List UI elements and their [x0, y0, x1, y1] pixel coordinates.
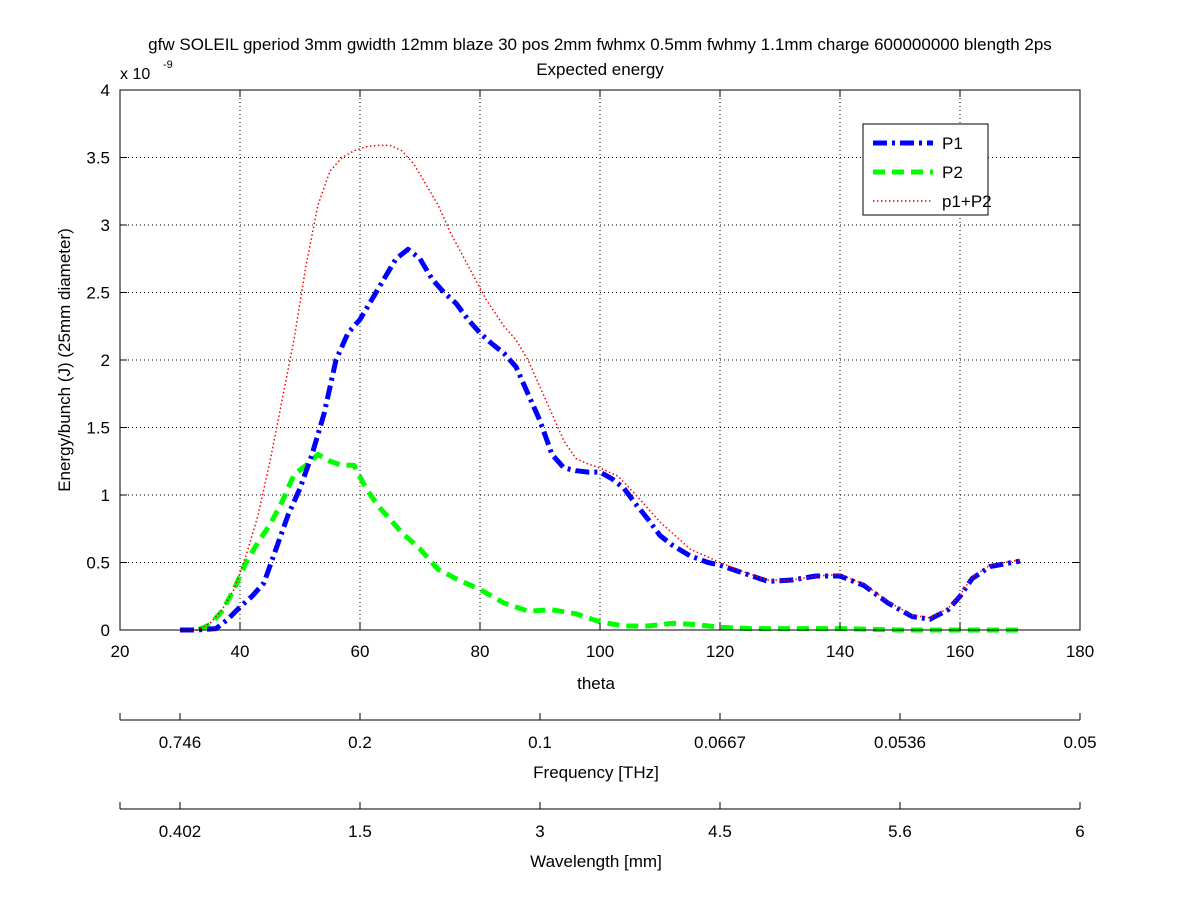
y-tick-label: 2.5 — [86, 284, 110, 303]
series-line-p2 — [180, 452, 1020, 633]
secondary-tick-label: 5.6 — [888, 822, 912, 841]
x-tick-label: 20 — [111, 642, 130, 661]
secondary-tick-label: 0.402 — [159, 822, 202, 841]
x-tick-label: 40 — [231, 642, 250, 661]
x-tick-label: 140 — [826, 642, 854, 661]
series-lines — [180, 144, 1021, 633]
y-tick-label: 3 — [101, 216, 110, 235]
y-axis-ticks: 0 0.5 1 1.5 2 2.5 3 3.5 4 — [86, 81, 1080, 640]
secondary-tick-label: 0.2 — [348, 733, 372, 752]
chart-title: gfw SOLEIL gperiod 3mm gwidth 12mm blaze… — [148, 35, 1052, 54]
chart-subtitle: Expected energy — [536, 60, 664, 79]
secondary-tick-label: 3 — [535, 822, 544, 841]
legend: P1 P2 p1+P2 — [862, 123, 992, 216]
secondary-tick-label: 0.05 — [1063, 733, 1096, 752]
frequency-axis: 0.746 0.2 0.1 0.0667 0.0536 0.05 — [119, 713, 1097, 752]
x-tick-label: 160 — [946, 642, 974, 661]
legend-label: p1+P2 — [942, 192, 992, 211]
y-tick-label: 3.5 — [86, 149, 110, 168]
secondary-tick-label: 0.1 — [528, 733, 552, 752]
y-exponent-power: -9 — [163, 59, 173, 71]
x-tick-label: 180 — [1066, 642, 1094, 661]
y-exponent-base: x 10 — [120, 66, 150, 83]
y-tick-label: 4 — [101, 81, 110, 100]
secondary-tick-label: 1.5 — [348, 822, 372, 841]
y-tick-label: 1.5 — [86, 419, 110, 438]
y-tick-label: 0.5 — [86, 554, 110, 573]
y-tick-label: 1 — [101, 486, 110, 505]
legend-label: P2 — [942, 163, 963, 182]
x-axis-label: theta — [577, 674, 615, 693]
wavelength-axis-label: Wavelength [mm] — [530, 852, 662, 871]
wavelength-axis: 0.402 1.5 3 4.5 5.6 6 — [119, 802, 1085, 841]
secondary-tick-label: 4.5 — [708, 822, 732, 841]
y-axis-label: Energy/bunch (J) (25mm diameter) — [55, 228, 74, 492]
frequency-axis-label: Frequency [THz] — [533, 763, 659, 782]
legend-label: P1 — [942, 134, 963, 153]
x-tick-label: 60 — [351, 642, 370, 661]
secondary-tick-label: 0.0536 — [874, 733, 926, 752]
y-tick-label: 2 — [101, 351, 110, 370]
y-tick-label: 0 — [101, 621, 110, 640]
x-axis-ticks: 20 40 60 80 100 120 140 160 180 — [111, 90, 1094, 661]
secondary-tick-label: 0.746 — [159, 733, 202, 752]
secondary-tick-label: 6 — [1075, 822, 1084, 841]
x-tick-label: 120 — [706, 642, 734, 661]
secondary-tick-label: 0.0667 — [694, 733, 746, 752]
x-tick-label: 100 — [586, 642, 614, 661]
x-tick-label: 80 — [471, 642, 490, 661]
